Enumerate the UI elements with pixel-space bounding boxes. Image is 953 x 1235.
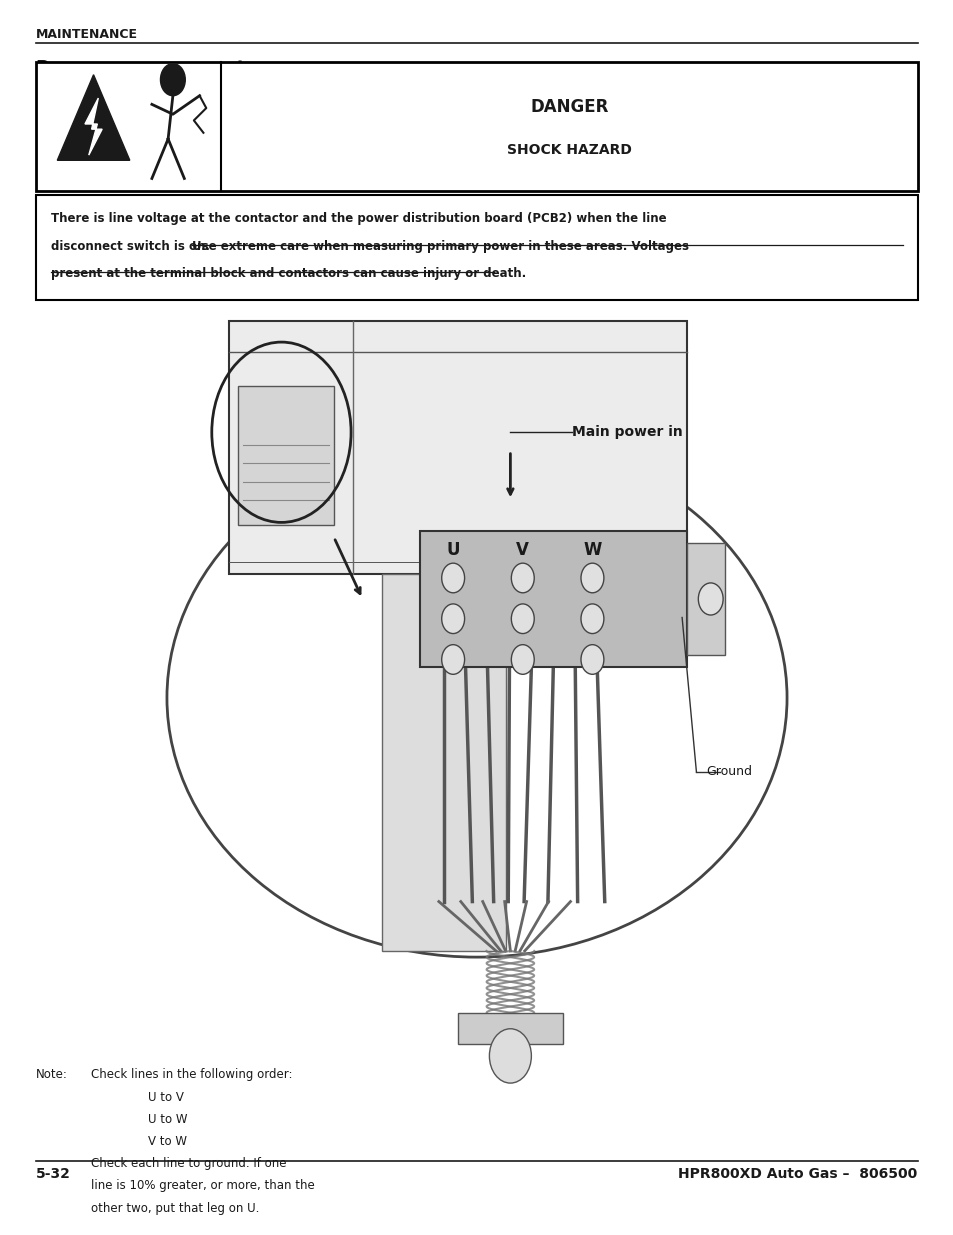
Text: SHOCK HAZARD: SHOCK HAZARD	[507, 143, 631, 157]
Text: Check lines in the following order:: Check lines in the following order:	[91, 1068, 292, 1082]
Text: V to W: V to W	[148, 1135, 187, 1149]
Text: present at the terminal block and contactors can cause injury or death.: present at the terminal block and contac…	[51, 267, 525, 280]
Bar	[381, 574, 505, 951]
Text: Check each line to ground. If one: Check each line to ground. If one	[91, 1157, 286, 1171]
Bar	[238, 385, 334, 525]
Text: 5-32: 5-32	[36, 1167, 71, 1181]
Bar	[229, 321, 686, 574]
Circle shape	[698, 583, 722, 615]
Bar	[686, 543, 724, 655]
Circle shape	[441, 645, 464, 674]
Text: V: V	[516, 541, 529, 559]
Text: Main power in: Main power in	[572, 425, 682, 440]
Text: other two, put that leg on U.: other two, put that leg on U.	[91, 1202, 258, 1215]
Text: disconnect switch is on.: disconnect switch is on.	[51, 240, 213, 253]
Text: HPR800XD Auto Gas –  806500: HPR800XD Auto Gas – 806500	[678, 1167, 917, 1181]
Bar	[457, 1013, 562, 1044]
Text: Note:: Note:	[36, 1068, 68, 1082]
Circle shape	[489, 1029, 531, 1083]
Circle shape	[160, 63, 185, 96]
Circle shape	[441, 563, 464, 593]
Text: Power measurement: Power measurement	[36, 59, 245, 78]
Text: Ground: Ground	[705, 766, 751, 778]
Circle shape	[511, 563, 534, 593]
Polygon shape	[57, 74, 130, 161]
Circle shape	[580, 563, 603, 593]
Bar	[36, 195, 917, 300]
Text: U to W: U to W	[148, 1113, 187, 1126]
Text: U: U	[446, 541, 459, 559]
Text: line is 10% greater, or more, than the: line is 10% greater, or more, than the	[91, 1179, 314, 1193]
Circle shape	[511, 604, 534, 634]
Text: U to V: U to V	[148, 1091, 184, 1104]
Text: W: W	[582, 541, 601, 559]
Circle shape	[441, 604, 464, 634]
Circle shape	[580, 645, 603, 674]
Polygon shape	[85, 98, 102, 156]
Text: Use extreme care when measuring primary power in these areas. Voltages: Use extreme care when measuring primary …	[192, 240, 688, 253]
Circle shape	[580, 604, 603, 634]
Text: DANGER: DANGER	[530, 98, 608, 116]
Bar	[36, 62, 917, 191]
Bar	[419, 531, 686, 667]
Circle shape	[511, 645, 534, 674]
Text: MAINTENANCE: MAINTENANCE	[36, 28, 138, 42]
Text: There is line voltage at the contactor and the power distribution board (PCB2) w: There is line voltage at the contactor a…	[51, 212, 665, 226]
